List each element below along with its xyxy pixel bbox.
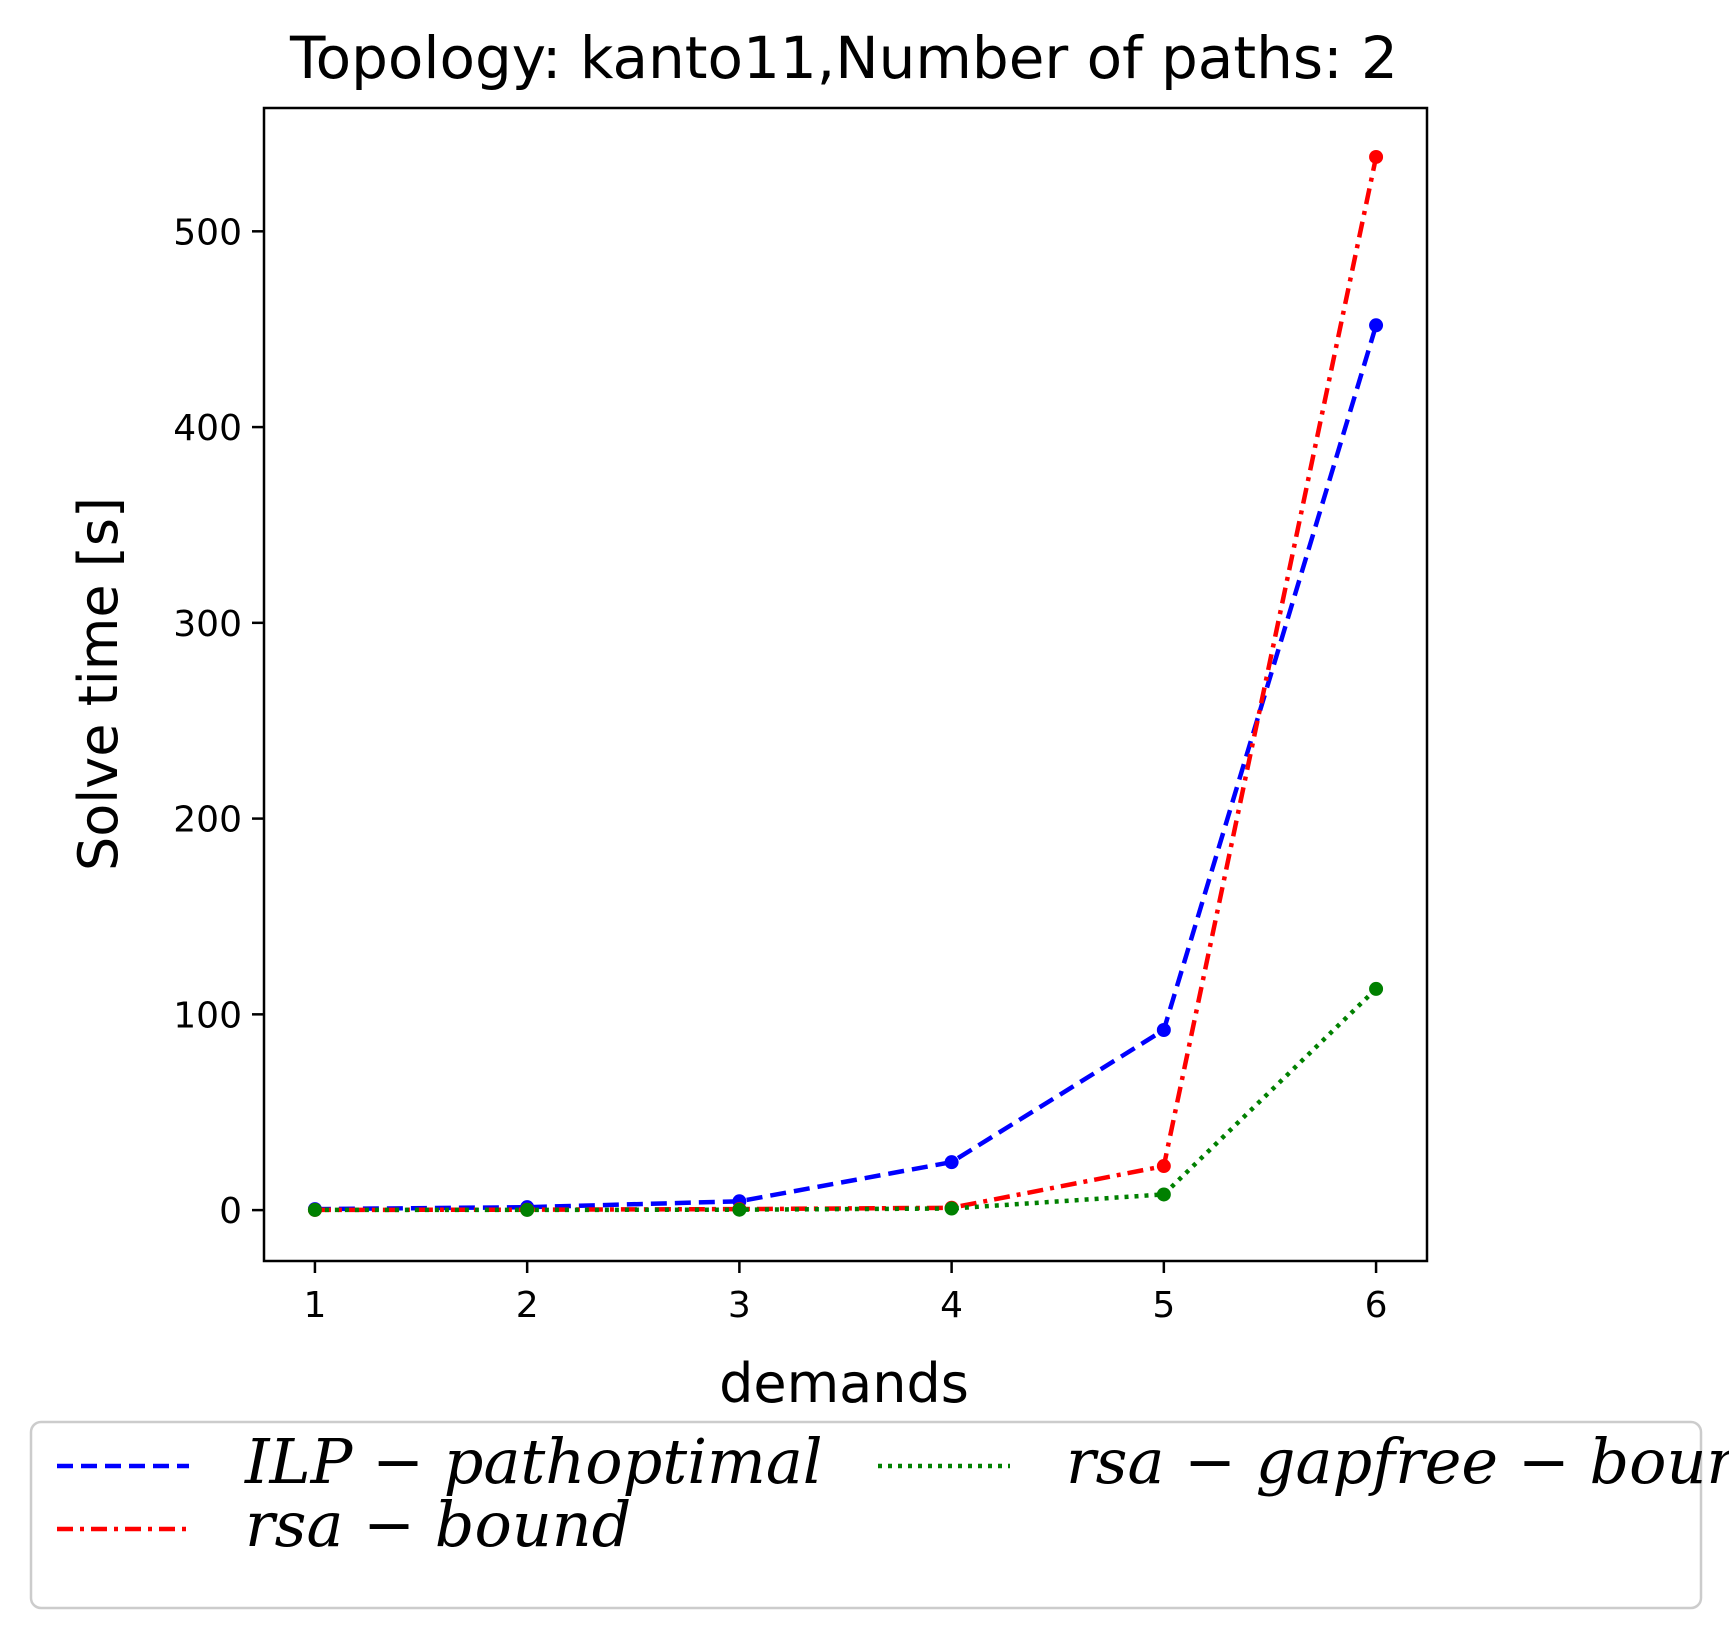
ticks-layer: 1 2 3 4 5 6 0 100 200 300 400 500 [173, 212, 1387, 1326]
legend-label: rsa − bound [245, 1488, 631, 1561]
data-point-ilp-pathoptimal [1156, 1023, 1171, 1038]
legend-label-part: rsa [245, 1488, 343, 1561]
x-tick-label: 4 [940, 1285, 963, 1326]
legend-minus-sign: − [352, 1425, 443, 1498]
data-point-rsa-bound [1156, 1159, 1171, 1174]
x-axis-label: demands [719, 1352, 969, 1415]
data-point-rsa-gapfree-bound [307, 1202, 322, 1217]
series-line-rsa-bound [314, 156, 1379, 1213]
legend-label-part: pathoptimal [444, 1425, 823, 1498]
series-rsa-gapfree-bound [307, 981, 1384, 1217]
legend-label-part: rsa [1066, 1425, 1164, 1498]
y-tick-label: 400 [173, 408, 242, 449]
legend-frame [29, 1420, 1703, 1610]
data-point-ilp-pathoptimal [1369, 318, 1384, 333]
x-tick-label: 2 [516, 1285, 539, 1326]
x-tick-label: 3 [728, 1285, 751, 1326]
series-line-rsa-gapfree-bound [314, 987, 1378, 1213]
data-point-rsa-gapfree-bound [1369, 981, 1384, 996]
series-layer [307, 149, 1384, 1217]
data-point-rsa-bound [1369, 149, 1384, 164]
legend-label-part: gapfree [1256, 1425, 1498, 1498]
x-tick-label: 1 [303, 1285, 326, 1326]
y-tick-label: 100 [173, 995, 242, 1036]
y-tick-label: 500 [173, 212, 242, 253]
legend-minus-sign: − [1498, 1425, 1589, 1498]
legend-label-part: bound [435, 1488, 632, 1561]
y-tick-label: 200 [173, 800, 242, 841]
plot-frame [262, 106, 1429, 1263]
x-tick-label: 5 [1152, 1285, 1175, 1326]
y-axis-label: Solve time [s] [67, 497, 130, 871]
x-tick-label: 6 [1365, 1285, 1388, 1326]
legend-label-part: ILP [244, 1425, 354, 1498]
legend-label-part: bound [1589, 1425, 1729, 1498]
data-point-rsa-gapfree-bound [1156, 1187, 1171, 1202]
legend-item-rsa-gapfree-bound: rsa − gapfree − bound [878, 1425, 1729, 1498]
legend-item-ilp-pathoptimal: ILP − pathoptimal [57, 1425, 823, 1498]
chart-title: Topology: kanto11,Number of paths: 2 [289, 24, 1398, 92]
data-point-ilp-pathoptimal [944, 1155, 959, 1170]
legend-minus-sign: − [343, 1488, 434, 1561]
legend-item-rsa-bound: rsa − bound [57, 1488, 631, 1561]
y-tick-label: 300 [173, 604, 242, 645]
legend-minus-sign: − [1164, 1425, 1255, 1498]
data-point-rsa-gapfree-bound [944, 1201, 959, 1216]
legend-label: ILP − pathoptimal [244, 1425, 823, 1498]
data-point-rsa-gapfree-bound [520, 1202, 535, 1217]
y-tick-label: 0 [219, 1191, 242, 1232]
legend-label: rsa − gapfree − bound [1066, 1425, 1729, 1498]
data-point-rsa-gapfree-bound [732, 1202, 747, 1217]
